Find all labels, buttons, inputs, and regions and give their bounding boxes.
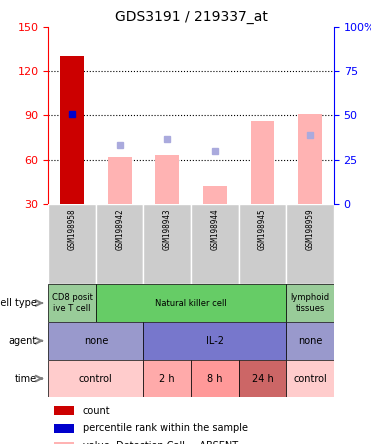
- Text: IL-2: IL-2: [206, 336, 224, 346]
- Text: value, Detection Call = ABSENT: value, Detection Call = ABSENT: [82, 441, 238, 444]
- Text: 8 h: 8 h: [207, 373, 223, 384]
- Bar: [96, 284, 286, 322]
- Bar: [48, 322, 144, 360]
- Text: GSM198942: GSM198942: [115, 208, 124, 250]
- Bar: [60, 56, 84, 204]
- Bar: [286, 284, 334, 322]
- Text: control: control: [293, 373, 327, 384]
- Bar: [48, 284, 96, 322]
- Bar: [286, 322, 334, 360]
- Bar: [286, 360, 334, 397]
- Text: cell type: cell type: [0, 298, 37, 308]
- Text: GSM198959: GSM198959: [306, 208, 315, 250]
- Bar: [144, 322, 286, 360]
- Text: CD8 posit
ive T cell: CD8 posit ive T cell: [52, 293, 92, 313]
- Bar: [144, 204, 191, 284]
- Text: Natural killer cell: Natural killer cell: [155, 298, 227, 308]
- Text: GSM198958: GSM198958: [68, 208, 76, 250]
- Text: GSM198944: GSM198944: [210, 208, 219, 250]
- Text: percentile rank within the sample: percentile rank within the sample: [82, 424, 247, 433]
- Text: control: control: [79, 373, 113, 384]
- Bar: [191, 360, 239, 397]
- Text: 2 h: 2 h: [160, 373, 175, 384]
- Bar: [203, 186, 227, 204]
- Text: 24 h: 24 h: [252, 373, 273, 384]
- Bar: [48, 204, 96, 284]
- Bar: [54, 442, 74, 444]
- Bar: [286, 204, 334, 284]
- Text: time: time: [15, 373, 37, 384]
- Bar: [144, 360, 191, 397]
- Text: agent: agent: [9, 336, 37, 346]
- Text: GSM198943: GSM198943: [163, 208, 172, 250]
- Text: none: none: [298, 336, 322, 346]
- Bar: [239, 360, 286, 397]
- Bar: [155, 155, 179, 204]
- Bar: [250, 121, 275, 204]
- Text: count: count: [82, 406, 110, 416]
- Bar: [54, 406, 74, 415]
- Bar: [108, 157, 132, 204]
- Bar: [239, 204, 286, 284]
- Title: GDS3191 / 219337_at: GDS3191 / 219337_at: [115, 10, 267, 24]
- Bar: [48, 360, 144, 397]
- Text: none: none: [83, 336, 108, 346]
- Bar: [298, 114, 322, 204]
- Text: GSM198945: GSM198945: [258, 208, 267, 250]
- Bar: [96, 204, 144, 284]
- Bar: [191, 204, 239, 284]
- Bar: [54, 424, 74, 433]
- Text: lymphoid
tissues: lymphoid tissues: [290, 293, 330, 313]
